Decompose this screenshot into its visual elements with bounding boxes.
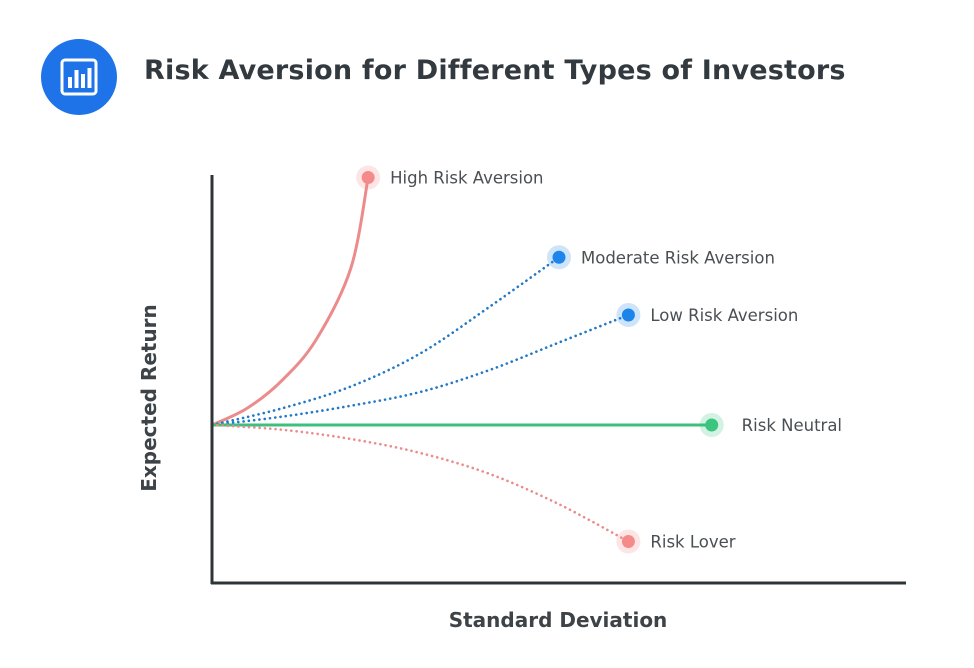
series-layer: High Risk Aversion Moderate Risk Aversion… (210, 165, 842, 554)
endpoint-marker-low-risk-aversion (621, 308, 635, 322)
y-axis-label: Expected Return (137, 304, 161, 492)
axes-layer (210, 175, 906, 585)
series-line-high-risk-aversion (210, 176, 370, 427)
series-label-high-risk-aversion: High Risk Aversion (390, 169, 543, 188)
x-axis-label: Standard Deviation (449, 608, 668, 632)
series-label-low-risk-aversion: Low Risk Aversion (650, 306, 798, 325)
series-line-moderate-risk-aversion (210, 255, 561, 427)
bar-chart-icon (60, 58, 98, 96)
series-label-risk-lover: Risk Lover (650, 533, 735, 552)
page-title: Risk Aversion for Different Types of Inv… (144, 55, 846, 86)
app-logo (41, 39, 117, 115)
endpoint-marker-high-risk-aversion (361, 171, 375, 184)
endpoint-marker-risk-lover (621, 535, 635, 548)
endpoint-marker-risk-neutral (705, 418, 719, 432)
series-line-low-risk-aversion (210, 313, 630, 427)
endpoint-marker-moderate-risk-aversion (552, 250, 566, 264)
series-label-moderate-risk-aversion: Moderate Risk Aversion (581, 248, 775, 267)
series-label-risk-neutral: Risk Neutral (742, 416, 842, 435)
series-line-risk-lover (210, 423, 630, 543)
